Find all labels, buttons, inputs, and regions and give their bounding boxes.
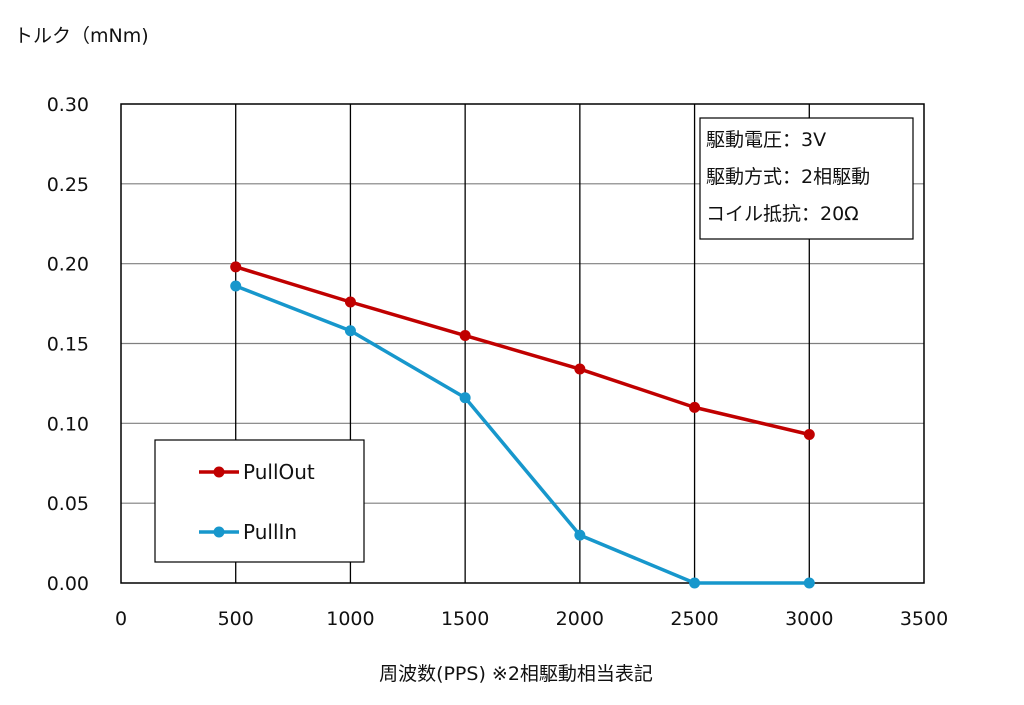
- x-tick-label: 3500: [900, 608, 948, 630]
- series-line-pullout: [235, 265, 810, 437]
- data-point-pullout: [344, 296, 356, 308]
- legend-swatch-marker: [213, 526, 225, 538]
- y-axis-title: トルク（mNm): [14, 25, 149, 47]
- y-tick-label: 0.20: [47, 254, 89, 276]
- y-tick-label: 0.25: [47, 174, 89, 196]
- data-point-pullin: [803, 577, 815, 589]
- data-point-pullout: [459, 330, 471, 342]
- data-point-pullout: [803, 429, 815, 441]
- legend-label: PullIn: [243, 520, 297, 544]
- data-point-pullin: [230, 280, 242, 292]
- legend-box: [154, 439, 365, 563]
- x-axis-title: 周波数(PPS) ※2相駆動相当表記: [379, 663, 653, 685]
- info-line: 駆動方式：2相駆動: [706, 166, 870, 188]
- info-line: 駆動電圧：3V: [706, 129, 826, 151]
- data-point-pullout: [689, 401, 701, 413]
- data-point-pullin: [689, 577, 701, 589]
- data-point-pullin: [574, 529, 586, 541]
- x-tick-label: 1000: [326, 608, 374, 630]
- y-tick-label: 0.05: [47, 493, 89, 515]
- info-line: コイル抵抗：20Ω: [706, 203, 859, 225]
- y-tick-label: 0.00: [47, 573, 89, 595]
- data-point-pullin: [459, 392, 471, 404]
- x-tick-label: 3000: [785, 608, 833, 630]
- x-tick-label: 2000: [556, 608, 604, 630]
- series-line-pullin: [235, 284, 810, 585]
- x-tick-label: 2500: [670, 608, 718, 630]
- x-tick-label: 0: [115, 608, 127, 630]
- x-tick-label: 1500: [441, 608, 489, 630]
- info-box-frame: [699, 117, 914, 240]
- legend-swatch-marker: [213, 466, 225, 478]
- plot-area: 0.00 0.05 0.10 0.15 0.20 0.25 0.30 0 500 1000 1500…: [47, 94, 948, 630]
- legend: PullOut PullIn: [154, 439, 365, 563]
- x-tick-label: 500: [218, 608, 254, 630]
- data-point-pullout: [574, 363, 586, 375]
- data-point-pullin: [344, 325, 356, 337]
- y-tick-label: 0.10: [47, 413, 89, 435]
- plot-border: [120, 103, 925, 584]
- y-tick-label: 0.30: [47, 94, 89, 116]
- legend-label: PullOut: [243, 460, 315, 484]
- y-tick-label: 0.15: [47, 334, 89, 356]
- data-point-pullout: [230, 261, 242, 273]
